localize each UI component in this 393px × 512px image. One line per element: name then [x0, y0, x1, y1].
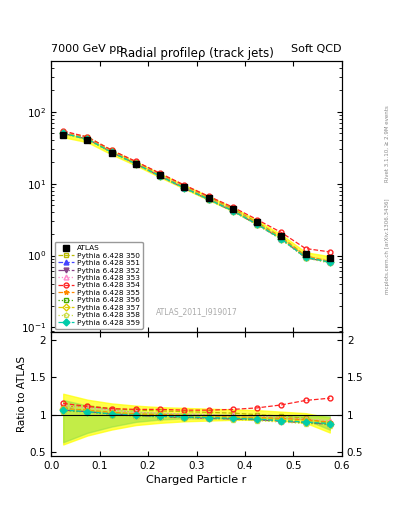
Text: mcplots.cern.ch [arXiv:1306.3436]: mcplots.cern.ch [arXiv:1306.3436]: [385, 198, 390, 293]
Title: Radial profileρ (track jets): Radial profileρ (track jets): [119, 47, 274, 60]
X-axis label: Charged Particle r: Charged Particle r: [146, 475, 247, 485]
Legend: ATLAS, Pythia 6.428 350, Pythia 6.428 351, Pythia 6.428 352, Pythia 6.428 353, P: ATLAS, Pythia 6.428 350, Pythia 6.428 35…: [55, 242, 143, 329]
Text: Rivet 3.1.10, ≥ 2.9M events: Rivet 3.1.10, ≥ 2.9M events: [385, 105, 390, 182]
Y-axis label: Ratio to ATLAS: Ratio to ATLAS: [17, 356, 27, 432]
Text: ATLAS_2011_I919017: ATLAS_2011_I919017: [156, 307, 237, 316]
Text: 7000 GeV pp: 7000 GeV pp: [51, 44, 123, 54]
Text: Soft QCD: Soft QCD: [292, 44, 342, 54]
